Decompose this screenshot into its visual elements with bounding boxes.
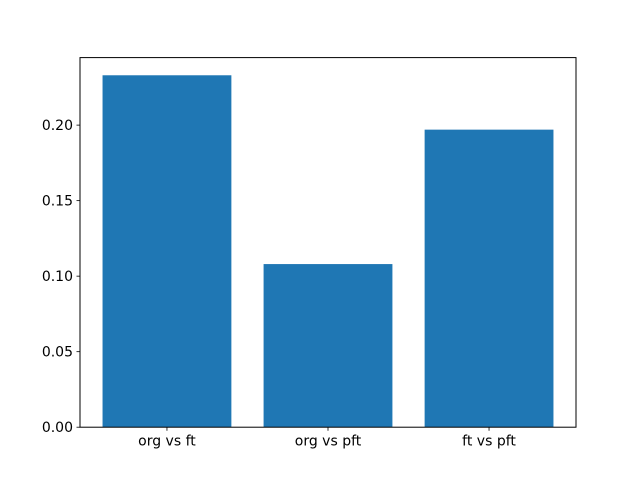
y-tick-label: 0.20 — [42, 118, 73, 134]
y-tick-label: 0.00 — [42, 420, 73, 436]
bar — [424, 129, 554, 428]
x-tick-label: org vs pft — [295, 434, 362, 450]
y-tick-label: 0.10 — [42, 269, 73, 285]
bar — [263, 264, 393, 428]
x-tick-label: ft vs pft — [462, 434, 516, 450]
y-tick-label: 0.15 — [42, 193, 73, 209]
y-tick-label: 0.05 — [42, 344, 73, 360]
bar — [102, 75, 232, 428]
x-tick-label: org vs ft — [138, 434, 196, 450]
axes-frame — [79, 57, 577, 428]
